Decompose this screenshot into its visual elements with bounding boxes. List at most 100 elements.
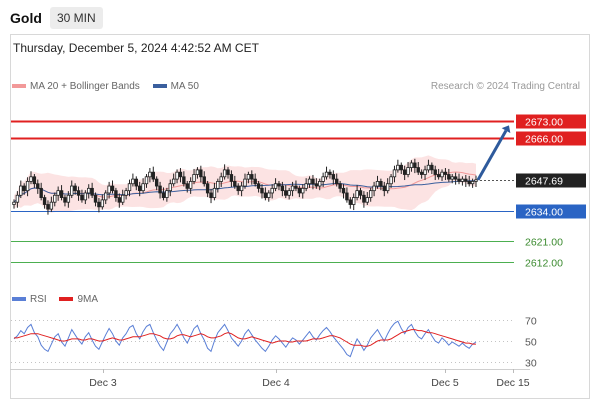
candle-body	[345, 192, 349, 201]
legend-swatch-bollinger	[12, 84, 26, 89]
candle-body	[53, 194, 57, 203]
candle-body	[416, 167, 420, 173]
candle-body	[457, 178, 461, 182]
candle-body	[430, 164, 434, 171]
candle-body	[335, 178, 339, 185]
candle-body	[219, 176, 223, 182]
candle-body	[212, 187, 217, 198]
candle-body	[22, 185, 26, 192]
level-label-3: 2634.00	[525, 207, 563, 219]
candle-body	[87, 187, 91, 194]
legend-label-bollinger: MA 20 + Bollinger Bands	[30, 81, 140, 92]
candle-body	[188, 181, 193, 189]
candle-body	[321, 176, 325, 182]
legend-swatch-9ma	[59, 297, 74, 302]
candle-body	[338, 183, 342, 189]
candle-body	[192, 174, 196, 182]
legend-item-rsi: RSI	[12, 294, 47, 305]
candle-body	[362, 194, 366, 203]
level-label-box-2	[516, 173, 586, 188]
candle-body	[389, 176, 393, 185]
candle-body	[195, 169, 200, 175]
candle-body	[97, 201, 101, 208]
candle-body	[474, 179, 478, 182]
candle-body	[229, 174, 234, 182]
price-legend: MA 20 + Bollinger Bands MA 50	[12, 81, 199, 92]
candle-body	[49, 201, 54, 210]
candle-body	[256, 183, 261, 189]
candle-body	[93, 194, 98, 203]
candle-body	[12, 201, 16, 205]
timeframe-badge[interactable]: 30 MIN	[50, 7, 103, 29]
candle-body	[273, 183, 278, 189]
x-tick-label: Dec 5	[431, 377, 459, 389]
candle-body	[39, 187, 43, 198]
candle-body	[70, 185, 74, 196]
legend-swatch-rsi	[12, 297, 26, 302]
candle-body	[246, 174, 251, 180]
candle-body	[263, 192, 268, 198]
level-label-4: 2621.00	[525, 237, 563, 249]
candle-body	[365, 197, 369, 203]
candle-body	[154, 178, 159, 187]
candle-body	[396, 164, 400, 171]
candle-body	[29, 176, 33, 182]
candle-body	[90, 187, 94, 196]
symbol-title: Gold	[10, 10, 42, 26]
candle-body	[385, 183, 390, 192]
candle-body	[236, 185, 240, 192]
candle-body	[260, 187, 264, 194]
candle-body	[324, 171, 329, 178]
candle-body	[178, 171, 183, 178]
level-label-5: 2612.00	[525, 258, 563, 270]
candle-body	[185, 183, 189, 189]
candle-body	[314, 183, 319, 187]
candle-body	[32, 176, 37, 185]
candle-body	[419, 171, 424, 175]
candle-body	[104, 192, 108, 201]
level-label-box-1	[516, 131, 586, 146]
candle-body	[25, 181, 30, 192]
candle-body	[352, 197, 356, 205]
candle-body	[436, 174, 441, 178]
candle-body	[56, 190, 60, 196]
candle-body	[131, 178, 135, 185]
candle-body	[199, 169, 203, 178]
candle-body	[304, 183, 308, 189]
legend-label-9ma: 9MA	[77, 294, 99, 305]
candle-body	[379, 181, 383, 187]
candle-body	[59, 190, 64, 198]
candle-body	[341, 187, 346, 194]
candle-body	[36, 183, 40, 189]
candle-body	[80, 194, 84, 201]
candle-body	[284, 190, 288, 196]
candle-body	[426, 164, 431, 171]
candle-body	[392, 169, 397, 178]
candle-body	[107, 185, 111, 194]
legend-label-ma50: MA 50	[170, 81, 199, 92]
candle-body	[76, 190, 81, 196]
candle-body	[100, 199, 105, 208]
level-label-1: 2666.00	[525, 134, 563, 146]
candle-body	[134, 178, 138, 187]
candle-body	[267, 192, 271, 198]
candle-body	[440, 171, 444, 178]
legend-item-ma50: MA 50	[152, 81, 199, 92]
candle-body	[114, 190, 118, 198]
candle-body	[307, 178, 312, 185]
candle-body	[453, 176, 458, 180]
x-tick-label: Dec 15	[496, 377, 529, 389]
forecast-arrow-head	[501, 125, 511, 134]
forecast-arrow-shaft	[476, 129, 508, 181]
candle-body	[158, 185, 162, 194]
candle-body	[66, 194, 71, 203]
candle-body	[175, 171, 179, 180]
candle-body	[250, 174, 254, 180]
top-bar: Gold 30 MIN	[0, 0, 590, 34]
candle-body	[161, 192, 166, 198]
candle-body	[297, 187, 302, 194]
rsi-legend: RSI 9MA	[12, 294, 98, 305]
rsi-tick-label: 50	[525, 337, 537, 349]
candle-body	[277, 183, 281, 187]
